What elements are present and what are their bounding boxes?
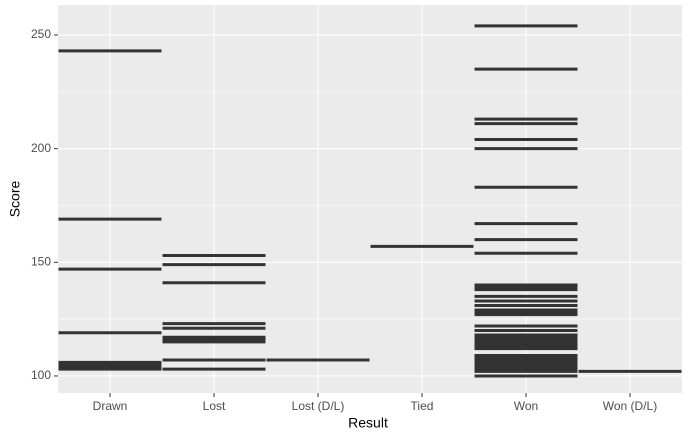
x-tick-label: Tied bbox=[411, 399, 434, 413]
y-tick-label: 100 bbox=[31, 368, 51, 382]
y-tick-label: 200 bbox=[31, 141, 51, 155]
x-tick-label: Drawn bbox=[93, 399, 128, 413]
y-tick-label: 250 bbox=[31, 27, 51, 41]
x-tick-label: Lost (D/L) bbox=[292, 399, 345, 413]
y-tick-label: 150 bbox=[31, 254, 51, 268]
y-axis-title: Score bbox=[7, 181, 23, 218]
plot-panel bbox=[58, 5, 682, 393]
x-axis-title: Result bbox=[348, 415, 388, 431]
x-tick-label: Won (D/L) bbox=[603, 399, 657, 413]
x-tick-label: Lost bbox=[203, 399, 226, 413]
x-tick-label: Won bbox=[514, 399, 538, 413]
